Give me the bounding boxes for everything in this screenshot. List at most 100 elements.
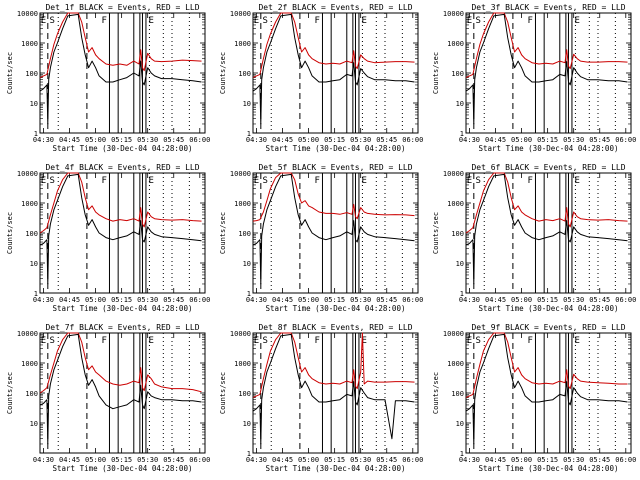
y-tick-label: 1 <box>247 130 251 138</box>
y-axis-label: Counts/sec <box>432 52 440 94</box>
x-tick-label: 05:45 <box>163 296 184 304</box>
plot-frame <box>252 12 419 134</box>
chart-title: Det_4f BLACK = Events, RED = LLD <box>45 163 199 172</box>
y-tick-label: 100 <box>451 230 464 238</box>
y-tick-label: 10 <box>30 420 38 428</box>
event-marker: E <box>574 336 579 346</box>
plot-frame <box>465 12 632 134</box>
x-tick-label: 05:00 <box>298 296 319 304</box>
event-marker: E <box>41 16 46 26</box>
y-tick-label: 10 <box>243 100 251 108</box>
event-marker: E <box>41 176 46 186</box>
x-tick-label: 05:00 <box>511 136 532 144</box>
x-axis-label: Start Time (30-Dec-04 04:28:00) <box>53 144 193 153</box>
detector-panel: Det_7f BLACK = Events, RED = LLD 10 100 100… <box>6 323 210 473</box>
detector-panel: Det_1f BLACK = Events, RED = LLD 1 10 100 10… <box>6 3 210 153</box>
x-tick-label: 05:30 <box>137 296 158 304</box>
x-tick-label: 05:15 <box>537 456 558 464</box>
x-tick-label: 05:00 <box>298 456 319 464</box>
x-tick-label: 05:00 <box>511 456 532 464</box>
y-tick-label: 1000 <box>447 40 464 48</box>
x-axis-label: Start Time (30-Dec-04 04:28:00) <box>53 464 193 473</box>
y-tick-label: 10 <box>30 260 38 268</box>
y-tick-label: 1 <box>460 130 464 138</box>
event-marker: F <box>102 176 107 186</box>
x-tick-label: 05:45 <box>376 296 397 304</box>
y-axis-label: Counts/sec <box>432 212 440 254</box>
event-marker: E <box>574 176 579 186</box>
x-tick-label: 04:30 <box>459 296 480 304</box>
event-marker: E <box>148 336 153 346</box>
y-tick-label: 10000 <box>230 330 251 338</box>
y-tick-label: 10 <box>243 420 251 428</box>
x-axis-label: Start Time (30-Dec-04 04:28:00) <box>479 464 619 473</box>
x-tick-label: 04:30 <box>459 456 480 464</box>
y-axis-label: Counts/sec <box>219 372 227 414</box>
event-marker: E <box>361 16 366 26</box>
x-tick-label: 04:45 <box>272 296 293 304</box>
x-tick-label: 04:45 <box>272 136 293 144</box>
x-tick-label: 05:30 <box>563 456 584 464</box>
chart-title: Det_3f BLACK = Events, RED = LLD <box>471 3 625 12</box>
event-marker: E <box>467 16 472 26</box>
detector-panel: Det_4f BLACK = Events, RED = LLD 1 10 100 10… <box>6 163 210 313</box>
x-tick-label: 04:45 <box>485 296 506 304</box>
plot-frame <box>39 332 206 454</box>
event-marker: F <box>315 176 320 186</box>
event-marker: F <box>528 336 533 346</box>
x-tick-label: 05:15 <box>537 296 558 304</box>
x-tick-label: 05:00 <box>85 456 106 464</box>
x-tick-label: 05:15 <box>324 296 345 304</box>
y-tick-label: 10000 <box>17 10 38 18</box>
y-tick-label: 100 <box>451 390 464 398</box>
y-tick-label: 100 <box>25 230 38 238</box>
x-tick-label: 06:00 <box>189 136 210 144</box>
y-tick-label: 10000 <box>443 170 464 178</box>
y-tick-label: 1 <box>34 130 38 138</box>
y-tick-label: 10 <box>30 100 38 108</box>
chart-title: Det_9f BLACK = Events, RED = LLD <box>471 323 625 332</box>
x-tick-label: 05:30 <box>137 456 158 464</box>
detector-panel: Det_3f BLACK = Events, RED = LLD 1 10 100 10… <box>432 3 636 153</box>
x-tick-label: 05:45 <box>589 456 610 464</box>
x-tick-label: 06:00 <box>402 456 423 464</box>
x-tick-label: 05:45 <box>589 136 610 144</box>
event-marker: E <box>254 16 259 26</box>
event-marker: S <box>475 336 480 346</box>
y-tick-label: 10000 <box>17 330 38 338</box>
series-line <box>39 13 202 125</box>
series-line <box>252 332 415 399</box>
plot-frame <box>252 172 419 294</box>
event-marker: S <box>475 176 480 186</box>
x-tick-label: 04:30 <box>246 296 267 304</box>
x-tick-label: 05:45 <box>163 456 184 464</box>
y-tick-label: 10 <box>456 100 464 108</box>
series-line <box>465 13 628 125</box>
y-axis-label: Counts/sec <box>6 52 14 94</box>
y-tick-label: 1000 <box>234 360 251 368</box>
x-tick-label: 05:15 <box>111 456 132 464</box>
y-tick-label: 1000 <box>21 360 38 368</box>
y-tick-label: 1000 <box>447 360 464 368</box>
detector-panel: Det_9f BLACK = Events, RED = LLD 1 10 100 10… <box>432 323 636 473</box>
y-tick-label: 1000 <box>21 200 38 208</box>
x-axis-label: Start Time (30-Dec-04 04:28:00) <box>266 304 406 313</box>
chart-title: Det_7f BLACK = Events, RED = LLD <box>45 323 199 332</box>
series-line <box>39 332 202 394</box>
x-tick-label: 06:00 <box>402 296 423 304</box>
chart-title: Det_2f BLACK = Events, RED = LLD <box>258 3 412 12</box>
x-tick-label: 05:00 <box>511 296 532 304</box>
x-tick-label: 06:00 <box>402 136 423 144</box>
y-tick-label: 1 <box>460 450 464 458</box>
y-tick-label: 10000 <box>443 330 464 338</box>
x-tick-label: 05:45 <box>589 296 610 304</box>
x-tick-label: 05:15 <box>324 136 345 144</box>
series-line <box>465 173 628 285</box>
x-tick-label: 05:30 <box>350 296 371 304</box>
event-marker: E <box>361 336 366 346</box>
series-line <box>39 333 202 445</box>
x-axis-label: Start Time (30-Dec-04 04:28:00) <box>479 304 619 313</box>
event-marker: S <box>262 336 267 346</box>
event-marker: F <box>315 16 320 26</box>
y-tick-label: 1 <box>460 290 464 298</box>
